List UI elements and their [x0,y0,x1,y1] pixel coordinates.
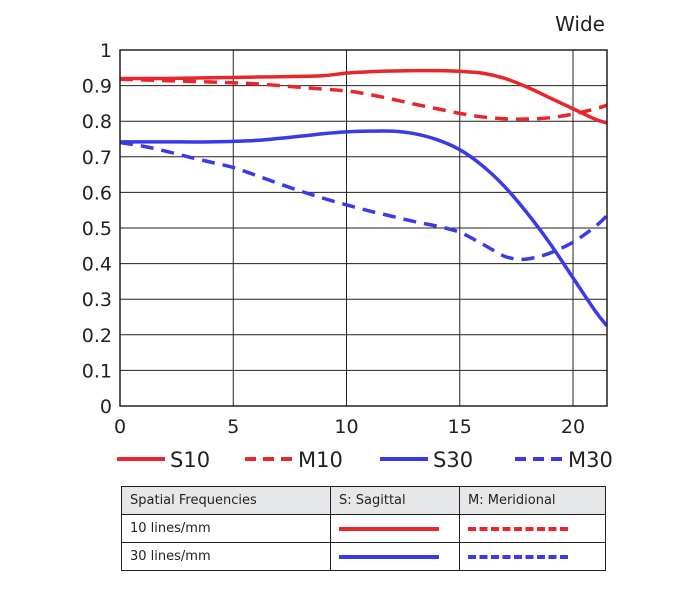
y-tick-label: 0.6 [82,182,112,204]
y-tick-label: 0.4 [82,254,112,276]
y-tick-label: 0.2 [82,325,112,347]
x-axis-ticks: 0 5 10 15 20 [114,416,585,438]
row-label: 10 lines/mm [121,514,331,543]
sagittal-10-swatch [339,526,439,531]
y-tick-label: 0 [100,396,112,418]
row-label: 30 lines/mm [121,542,331,571]
meridional-10-swatch [468,526,568,531]
x-tick-label: 0 [114,416,126,438]
y-tick-label: 0.7 [82,147,112,169]
sagittal-swatch-cell [330,514,460,543]
series-layer [120,68,607,328]
x-tick-label: 20 [561,416,585,438]
header-spatial-frequencies: Spatial Frequencies [121,486,331,515]
table-row: 30 lines/mm [121,542,606,571]
chart-title: Wide [555,12,605,36]
table-header-row: Spatial Frequencies S: Sagittal M: Merid… [121,486,606,515]
header-sagittal: S: Sagittal [330,486,460,515]
plot-frame [119,49,608,407]
header-meridional: M: Meridional [459,486,606,515]
plot-border [119,49,608,407]
legend-label-s30: S30 [433,448,473,472]
mtf-chart: Wide 0 0.1 0.2 0.3 0.4 0.5 0.6 0.7 0.8 0.9 1 0 5 10 1… [82,12,613,472]
table-row: 10 lines/mm [121,514,606,543]
series-line-m10 [120,77,607,121]
y-tick-label: 1 [100,40,112,62]
y-tick-label: 0.9 [82,76,112,98]
legend-label-s10: S10 [170,448,210,472]
meridional-swatch-cell [459,542,606,571]
meridional-swatch-cell [459,514,606,543]
sagittal-swatch-cell [330,542,460,571]
series-line-s10 [120,68,607,125]
y-tick-label: 0.3 [82,289,112,311]
y-axis-ticks: 0 0.1 0.2 0.3 0.4 0.5 0.6 0.7 0.8 0.9 1 [82,40,112,418]
x-tick-label: 10 [334,416,358,438]
meridional-30-swatch [468,554,568,559]
legend-label-m10: M10 [298,448,343,472]
y-tick-label: 0.8 [82,111,112,133]
x-tick-label: 15 [448,416,472,438]
legend: S10 M10 S30 M30 [117,448,613,472]
x-tick-label: 5 [227,416,239,438]
sagittal-30-swatch [339,554,439,559]
spatial-frequency-table: Spatial Frequencies S: Sagittal M: Merid… [121,486,606,571]
y-tick-label: 0.5 [82,218,112,240]
grid [119,49,607,407]
legend-label-m30: M30 [568,448,613,472]
series-line-s30 [120,129,607,328]
y-tick-label: 0.1 [82,360,112,382]
series-line-m30 [120,140,607,262]
